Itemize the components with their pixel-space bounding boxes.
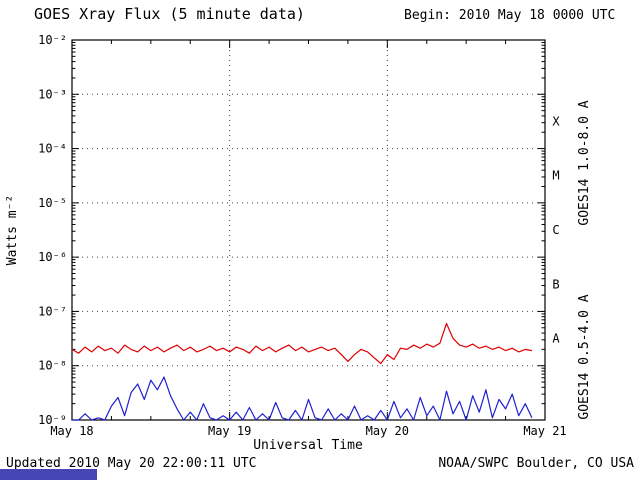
y-tick-label: 10⁻⁸ — [38, 359, 67, 373]
credit-label: NOAA/SWPC Boulder, CO USA — [438, 456, 634, 471]
begin-label: Begin: 2010 May 18 0000 UTC — [404, 8, 615, 23]
flux-series-long — [71, 322, 533, 365]
updated-label: Updated 2010 May 20 22:00:11 UTC — [6, 456, 256, 471]
x-tick-label: May 20 — [366, 424, 409, 438]
y-tick-label: 10⁻⁴ — [38, 142, 67, 156]
flare-class-label-c: C — [552, 223, 559, 237]
flare-class-label-x: X — [552, 114, 560, 128]
series-label-long: GOES14 1.0-8.0 A — [577, 100, 592, 225]
flare-class-label-b: B — [552, 277, 559, 291]
plot-frame — [71, 39, 546, 421]
flare-class-label-a: A — [552, 332, 560, 346]
bottom-artifact-bar — [0, 469, 97, 480]
chart-title: GOES Xray Flux (5 minute data) — [34, 5, 305, 23]
x-tick-label: May 18 — [50, 424, 93, 438]
y-tick-label: 10⁻⁹ — [38, 413, 67, 427]
y-axis-label: Watts m⁻² — [5, 195, 20, 265]
x-axis-label: Universal Time — [253, 438, 363, 453]
x-tick-label: May 19 — [208, 424, 251, 438]
x-tick-label: May 21 — [523, 424, 566, 438]
flare-class-label-m: M — [552, 169, 559, 183]
y-tick-label: 10⁻⁷ — [38, 304, 67, 318]
y-tick-label: 10⁻³ — [38, 87, 67, 101]
flux-series-short — [72, 376, 533, 421]
y-tick-label: 10⁻⁶ — [38, 250, 67, 264]
y-tick-label: 10⁻⁵ — [38, 196, 67, 210]
y-tick-label: 10⁻² — [38, 33, 67, 47]
series-label-short: GOES14 0.5-4.0 A — [577, 294, 592, 419]
